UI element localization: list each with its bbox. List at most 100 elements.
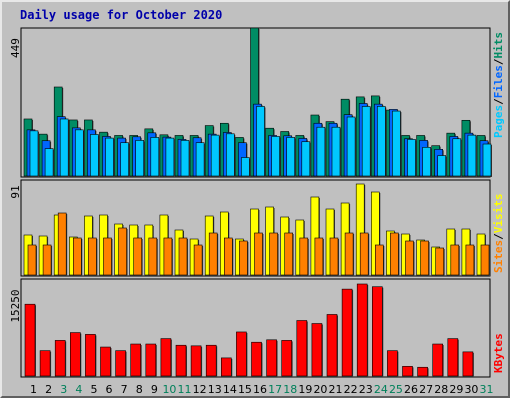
mid-legend-part-2: Visits — [492, 194, 505, 234]
bot-ymax-label: 15250 — [9, 289, 22, 322]
x-tick-day-30: 30 — [464, 383, 478, 396]
sites-26-bar — [405, 240, 414, 276]
pages-10-bar — [165, 137, 175, 177]
kbytes-16-bar — [251, 341, 262, 377]
kbytes-26-bar — [402, 366, 413, 377]
top-legend-part-0: Pages — [492, 105, 505, 138]
kbytes-28-bar — [432, 343, 444, 377]
pages-19-bar — [301, 141, 311, 177]
pages-13-bar — [210, 134, 220, 177]
x-tick-day-19: 19 — [298, 383, 312, 396]
bot-legend: KBytes — [492, 333, 505, 373]
x-tick-day-10: 10 — [162, 383, 176, 396]
kbytes-6-bar — [100, 346, 111, 377]
pages-4-bar — [75, 129, 84, 177]
pages-28-bar — [437, 155, 447, 177]
kbytes-25-bar — [387, 350, 398, 377]
x-tick-day-9: 9 — [151, 383, 158, 396]
kbytes-3-bar — [54, 340, 66, 377]
top-ymax-label: 449 — [9, 38, 22, 58]
pages-26-bar — [407, 139, 416, 177]
sites-30-bar — [465, 244, 475, 276]
sites-4-bar — [73, 237, 82, 276]
pages-16-bar — [256, 106, 265, 177]
x-tick-day-12: 12 — [193, 383, 207, 396]
x-tick-day-8: 8 — [136, 383, 143, 396]
x-tick-day-27: 27 — [419, 383, 433, 396]
x-tick-day-6: 6 — [106, 383, 113, 396]
sites-6-bar — [103, 237, 112, 276]
top-legend-part-4: Hits — [492, 32, 505, 59]
kbytes-30-bar — [462, 351, 474, 377]
sites-24-bar — [374, 244, 384, 276]
sites-16-bar — [254, 232, 263, 276]
pages-15-bar — [241, 157, 250, 177]
sites-13-bar — [208, 232, 218, 276]
x-tick-day-28: 28 — [434, 383, 448, 396]
x-tick-day-14: 14 — [223, 383, 237, 396]
pages-9-bar — [150, 137, 160, 177]
x-tick-day-11: 11 — [178, 383, 192, 396]
kbytes-14-bar — [221, 357, 232, 377]
pages-23-bar — [361, 106, 371, 177]
pages-3-bar — [59, 118, 69, 177]
kbytes-8-bar — [130, 343, 141, 377]
kbytes-5-bar — [85, 334, 96, 377]
sites-5-bar — [88, 237, 97, 276]
x-tick-day-2: 2 — [45, 383, 52, 396]
pages-7-bar — [120, 142, 129, 177]
sites-3-bar — [57, 212, 67, 276]
x-tick-day-22: 22 — [344, 383, 358, 396]
x-tick-day-3: 3 — [60, 383, 67, 396]
mid-ymax-label: 91 — [9, 185, 22, 198]
sites-29-bar — [450, 244, 460, 276]
x-tick-day-1: 1 — [30, 383, 37, 396]
top-legend-part-1: / — [492, 98, 505, 105]
x-tick-day-24: 24 — [374, 383, 388, 396]
kbytes-12-bar — [190, 345, 202, 377]
x-tick-day-25: 25 — [389, 383, 403, 396]
bot-legend-part-0: KBytes — [492, 333, 505, 373]
sites-8-bar — [133, 237, 142, 276]
sites-19-bar — [299, 237, 309, 276]
x-tick-day-7: 7 — [121, 383, 128, 396]
kbytes-21-bar — [326, 314, 338, 377]
pages-2-bar — [44, 148, 54, 177]
pages-30-bar — [467, 134, 477, 177]
sites-9-bar — [148, 237, 158, 276]
pages-1-bar — [29, 130, 39, 177]
x-tick-day-5: 5 — [90, 383, 97, 396]
x-tick-day-23: 23 — [359, 383, 373, 396]
pages-6-bar — [105, 137, 114, 177]
sites-31-bar — [480, 244, 490, 276]
x-tick-day-31: 31 — [480, 383, 494, 396]
sites-27-bar — [420, 240, 429, 276]
sites-25-bar — [390, 232, 399, 276]
kbytes-10-bar — [160, 338, 172, 377]
mid-legend: Sites/Visits — [492, 194, 505, 274]
pages-12-bar — [195, 142, 205, 177]
sites-10-bar — [163, 237, 173, 276]
sites-28-bar — [435, 247, 445, 276]
kbytes-29-bar — [447, 338, 459, 377]
kbytes-7-bar — [115, 350, 126, 377]
sites-1-bar — [27, 244, 37, 276]
pages-18-bar — [286, 137, 296, 177]
kbytes-1-bar — [24, 303, 36, 377]
x-tick-day-29: 29 — [449, 383, 463, 396]
x-tick-day-20: 20 — [313, 383, 327, 396]
x-tick-day-26: 26 — [404, 383, 418, 396]
sites-20-bar — [314, 237, 324, 276]
sites-22-bar — [344, 232, 354, 276]
x-tick-day-4: 4 — [75, 383, 82, 396]
pages-21-bar — [331, 126, 341, 177]
chart-title: Daily usage for October 2020 — [20, 8, 222, 22]
pages-25-bar — [392, 110, 401, 177]
x-tick-day-21: 21 — [329, 383, 343, 396]
sites-11-bar — [178, 237, 188, 276]
kbytes-24-bar — [371, 286, 383, 377]
kbytes-20-bar — [311, 323, 323, 377]
sites-23-bar — [359, 232, 369, 276]
pages-17-bar — [271, 136, 280, 177]
